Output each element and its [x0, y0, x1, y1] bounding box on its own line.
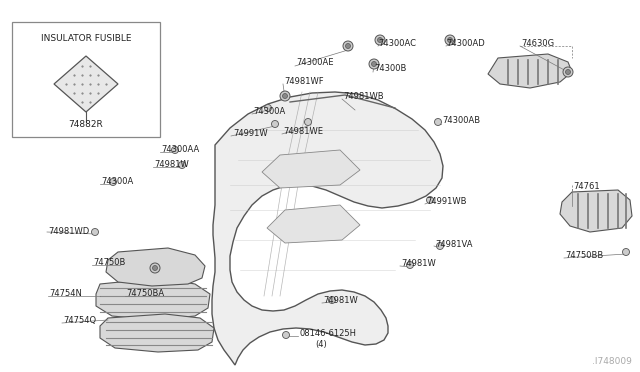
Circle shape	[445, 35, 455, 45]
Text: 74981WB: 74981WB	[343, 92, 383, 101]
Text: 74981WD: 74981WD	[48, 227, 89, 236]
Circle shape	[150, 263, 160, 273]
Circle shape	[282, 93, 287, 99]
Circle shape	[305, 119, 312, 125]
Text: 74981W: 74981W	[401, 259, 436, 268]
Circle shape	[179, 161, 186, 169]
Polygon shape	[560, 190, 632, 232]
Text: 74761: 74761	[573, 182, 600, 191]
Polygon shape	[106, 248, 205, 286]
Circle shape	[92, 228, 99, 235]
Polygon shape	[267, 205, 360, 243]
Text: 74300AD: 74300AD	[446, 39, 484, 48]
Text: 74754N: 74754N	[49, 289, 82, 298]
Text: 74750B: 74750B	[93, 258, 125, 267]
Circle shape	[282, 331, 289, 339]
Polygon shape	[96, 278, 210, 320]
Text: 74981WE: 74981WE	[283, 127, 323, 136]
Text: 74300A: 74300A	[253, 107, 285, 116]
Polygon shape	[100, 314, 214, 352]
Text: (4): (4)	[315, 340, 327, 349]
Circle shape	[280, 91, 290, 101]
Circle shape	[152, 266, 157, 270]
Circle shape	[346, 44, 351, 48]
Text: 74630G: 74630G	[521, 39, 554, 48]
Circle shape	[172, 147, 179, 154]
Circle shape	[563, 67, 573, 77]
Text: 74981W: 74981W	[154, 160, 189, 169]
Text: 74981W: 74981W	[323, 296, 358, 305]
Text: 74300AC: 74300AC	[378, 39, 416, 48]
Text: 74750BB: 74750BB	[565, 251, 604, 260]
Text: 74991W: 74991W	[233, 129, 268, 138]
Circle shape	[406, 262, 413, 269]
Bar	[12, 22, 160, 137]
Circle shape	[264, 105, 271, 112]
Text: 74750BA: 74750BA	[126, 289, 164, 298]
Circle shape	[623, 248, 630, 256]
Polygon shape	[54, 56, 118, 112]
Text: 74981WF: 74981WF	[284, 77, 324, 86]
Circle shape	[369, 59, 379, 69]
Circle shape	[343, 41, 353, 51]
Text: 74300AA: 74300AA	[161, 145, 199, 154]
Circle shape	[109, 179, 116, 186]
Text: 74300B: 74300B	[374, 64, 406, 73]
Circle shape	[271, 121, 278, 128]
Text: 74300AE: 74300AE	[296, 58, 333, 67]
Polygon shape	[212, 92, 443, 365]
Text: 08146-6125H: 08146-6125H	[299, 329, 356, 338]
Circle shape	[371, 61, 376, 67]
Circle shape	[436, 243, 444, 250]
Circle shape	[426, 196, 433, 203]
Circle shape	[378, 38, 383, 42]
Text: 74754Q: 74754Q	[63, 316, 96, 325]
Text: 74981VA: 74981VA	[435, 240, 472, 249]
Text: 74991WB: 74991WB	[426, 197, 467, 206]
Text: INSULATOR FUSIBLE: INSULATOR FUSIBLE	[41, 34, 131, 43]
Circle shape	[375, 35, 385, 45]
Text: 74882R: 74882R	[68, 120, 104, 129]
Text: 74300A: 74300A	[101, 177, 133, 186]
Circle shape	[447, 38, 452, 42]
Circle shape	[435, 119, 442, 125]
Circle shape	[566, 70, 570, 74]
Circle shape	[328, 296, 335, 304]
Polygon shape	[488, 54, 572, 88]
Polygon shape	[262, 150, 360, 188]
Text: 74300AB: 74300AB	[442, 116, 480, 125]
Text: .I748009: .I748009	[592, 357, 632, 366]
